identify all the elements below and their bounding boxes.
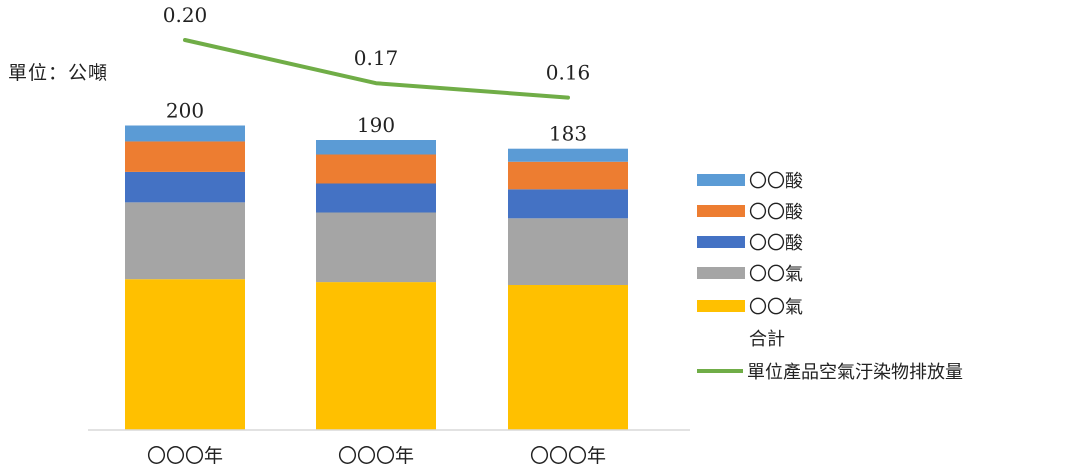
total-labels-layer: 200 190 183 <box>166 99 587 146</box>
bar-segment-acid2-0 <box>125 141 245 172</box>
legend-label-gas1: 〇〇氣 <box>749 264 803 285</box>
legend-item-gas1: 〇〇氣 <box>697 257 803 289</box>
legend-item-line: 單位產品空氣汙染物排放量 <box>697 355 963 387</box>
line-series-path <box>183 38 570 100</box>
bar-segment-gas1-0 <box>125 202 245 280</box>
legend-label-gas2: 〇〇氣 <box>749 297 803 318</box>
legend-item-acid2: 〇〇酸 <box>697 195 803 227</box>
total-label-0: 200 <box>166 99 204 123</box>
legend-label-acid3: 〇〇酸 <box>749 233 803 254</box>
line-label-1: 0.17 <box>354 46 399 70</box>
legend-swatch-gas1 <box>697 267 745 279</box>
total-label-1: 190 <box>357 113 395 137</box>
bar-segment-acid1-0 <box>125 125 245 142</box>
legend-swatch-gas2 <box>697 300 745 312</box>
total-label-2: 183 <box>549 122 587 146</box>
bars-layer <box>125 125 628 430</box>
legend-label-total: 合計 <box>749 329 785 350</box>
category-label-2: 〇〇〇年 <box>530 445 606 467</box>
legend-item-gas2: 〇〇氣 <box>697 290 803 322</box>
legend-swatch-acid2 <box>697 205 745 217</box>
bar-segment-gas2-1 <box>316 282 436 430</box>
legend-swatch-acid1 <box>697 174 745 186</box>
bar-segment-acid1-2 <box>508 148 628 162</box>
legend-item-total: 合計 <box>697 322 785 354</box>
bar-segment-gas1-1 <box>316 212 436 283</box>
bar-segment-gas2-0 <box>125 279 245 430</box>
line-series-layer: 0.20 0.17 0.16 <box>163 3 591 100</box>
bar-segment-gas1-2 <box>508 218 628 285</box>
legend-swatch-acid3 <box>697 236 745 248</box>
bar-segment-acid2-1 <box>316 154 436 184</box>
bar-segment-acid3-1 <box>316 183 436 213</box>
line-label-2: 0.16 <box>546 61 591 85</box>
unit-label: 單位：公噸 <box>8 62 109 84</box>
legend-item-acid1: 〇〇酸 <box>697 164 803 196</box>
legend-item-acid3: 〇〇酸 <box>697 226 803 258</box>
category-label-0: 〇〇〇年 <box>147 445 223 467</box>
legend-label-acid1: 〇〇酸 <box>749 171 803 192</box>
category-label-1: 〇〇〇年 <box>338 445 414 467</box>
bar-segment-acid3-2 <box>508 189 628 219</box>
legend-line-swatch <box>697 369 743 373</box>
bar-segment-acid1-1 <box>316 140 436 155</box>
legend-spacer-total <box>697 332 749 344</box>
line-label-0: 0.20 <box>163 3 208 27</box>
bar-segment-gas2-2 <box>508 285 628 430</box>
legend-label-line: 單位產品空氣汙染物排放量 <box>747 362 963 383</box>
bar-segment-acid3-0 <box>125 171 245 203</box>
bar-segment-acid2-2 <box>508 161 628 190</box>
legend-label-acid2: 〇〇酸 <box>749 202 803 223</box>
category-labels-layer: 〇〇〇年 〇〇〇年 〇〇〇年 <box>147 445 606 467</box>
